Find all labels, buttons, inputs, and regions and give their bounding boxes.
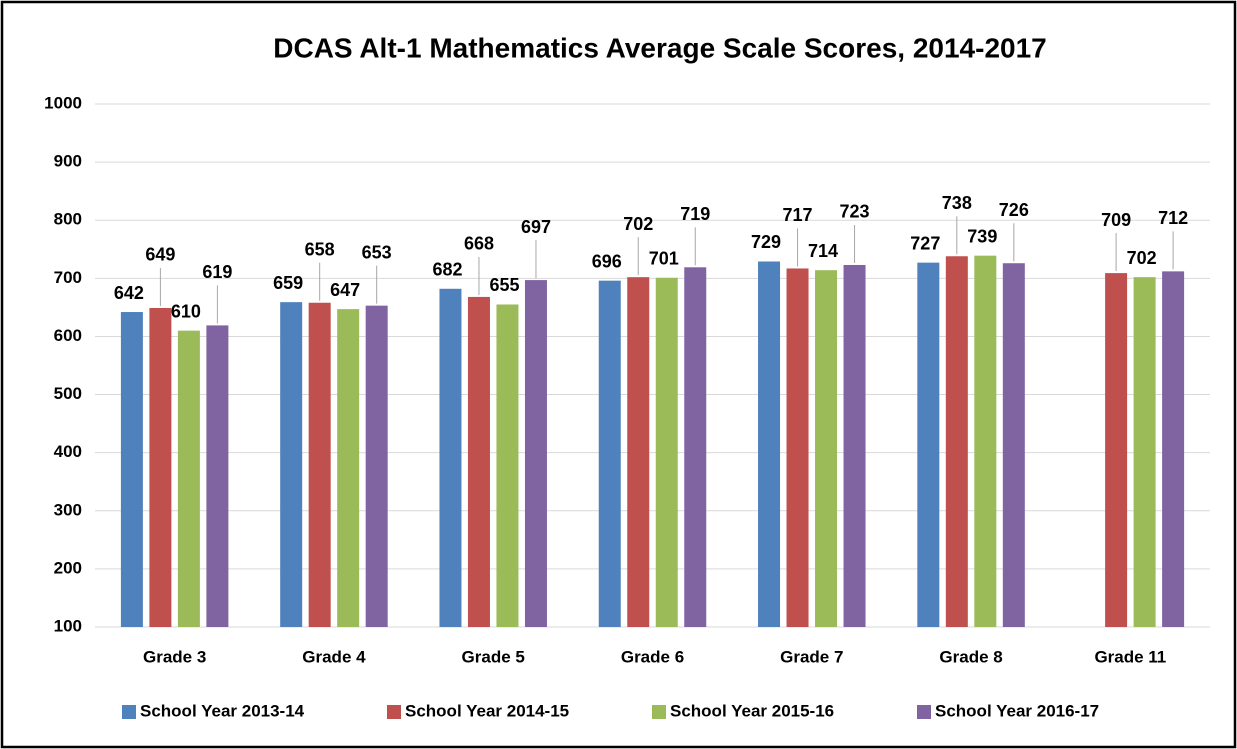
bar: [308, 302, 331, 627]
bar: [149, 307, 172, 627]
bar: [365, 305, 388, 627]
data-label: 659: [273, 273, 303, 293]
data-label: 739: [967, 226, 997, 246]
data-label: 714: [808, 241, 838, 261]
bar: [439, 288, 462, 627]
data-label: 717: [783, 205, 813, 225]
legend-label: School Year 2013-14: [140, 701, 305, 720]
y-tick-label: 700: [54, 268, 82, 287]
data-label: 696: [592, 251, 622, 271]
bar: [786, 268, 809, 627]
data-label: 619: [202, 262, 232, 282]
bar: [684, 267, 707, 627]
bar: [1105, 273, 1128, 627]
data-label: 610: [171, 301, 201, 321]
data-label: 726: [999, 200, 1029, 220]
y-tick-label: 600: [54, 326, 82, 345]
bar: [206, 325, 229, 627]
y-tick-label: 900: [54, 152, 82, 171]
legend-label: School Year 2016-17: [935, 701, 1099, 720]
data-label: 647: [330, 280, 360, 300]
bar: [655, 277, 678, 627]
y-tick-label: 400: [54, 442, 82, 461]
data-label: 738: [942, 193, 972, 213]
x-tick-label: Grade 3: [143, 647, 206, 666]
bar: [524, 280, 547, 627]
y-tick-label: 500: [54, 384, 82, 403]
legend-label: School Year 2015-16: [670, 701, 834, 720]
data-label: 655: [489, 275, 519, 295]
data-label: 682: [432, 260, 462, 280]
bar: [598, 280, 621, 627]
x-tick-label: Grade 11: [1094, 647, 1166, 666]
legend-swatch: [122, 705, 136, 719]
bar: [496, 304, 519, 627]
legend-swatch: [917, 705, 931, 719]
legend-swatch: [387, 705, 401, 719]
x-tick-label: Grade 6: [621, 647, 684, 666]
data-label: 709: [1101, 210, 1131, 230]
bar: [917, 262, 940, 627]
y-tick-label: 200: [54, 558, 82, 577]
bar: [843, 264, 866, 627]
data-label: 653: [362, 242, 392, 262]
data-label: 702: [623, 214, 653, 234]
x-tick-label: Grade 4: [302, 647, 366, 666]
y-tick-label: 1000: [44, 93, 82, 112]
bar: [627, 277, 650, 627]
x-tick-label: Grade 5: [462, 647, 525, 666]
data-label: 658: [305, 239, 335, 259]
data-label: 668: [464, 234, 494, 254]
y-tick-label: 800: [54, 210, 82, 229]
bar: [945, 256, 968, 627]
chart-title: DCAS Alt-1 Mathematics Average Scale Sco…: [273, 32, 1047, 63]
bar: [1133, 277, 1156, 627]
y-tick-label: 300: [54, 500, 82, 519]
bar: [815, 270, 838, 627]
data-label: 697: [521, 217, 551, 237]
bar: [758, 261, 781, 627]
bar: [467, 296, 490, 627]
y-tick-label: 100: [54, 616, 82, 635]
data-label: 642: [114, 283, 144, 303]
bar: [1162, 271, 1185, 627]
x-tick-label: Grade 8: [939, 647, 1002, 666]
data-label: 701: [649, 249, 679, 269]
data-label: 723: [840, 202, 870, 222]
data-label: 712: [1158, 208, 1188, 228]
bar: [337, 309, 360, 627]
bar: [177, 330, 200, 627]
bar: [1002, 263, 1025, 627]
x-tick-label: Grade 7: [780, 647, 843, 666]
data-label: 702: [1127, 248, 1157, 268]
data-label: 649: [145, 245, 175, 265]
data-label: 727: [910, 233, 940, 253]
bar: [974, 255, 997, 628]
data-label: 729: [751, 232, 781, 252]
data-label: 719: [680, 204, 710, 224]
legend-label: School Year 2014-15: [405, 701, 569, 720]
bar: [120, 312, 143, 627]
legend-swatch: [652, 705, 666, 719]
bar: [280, 302, 303, 627]
